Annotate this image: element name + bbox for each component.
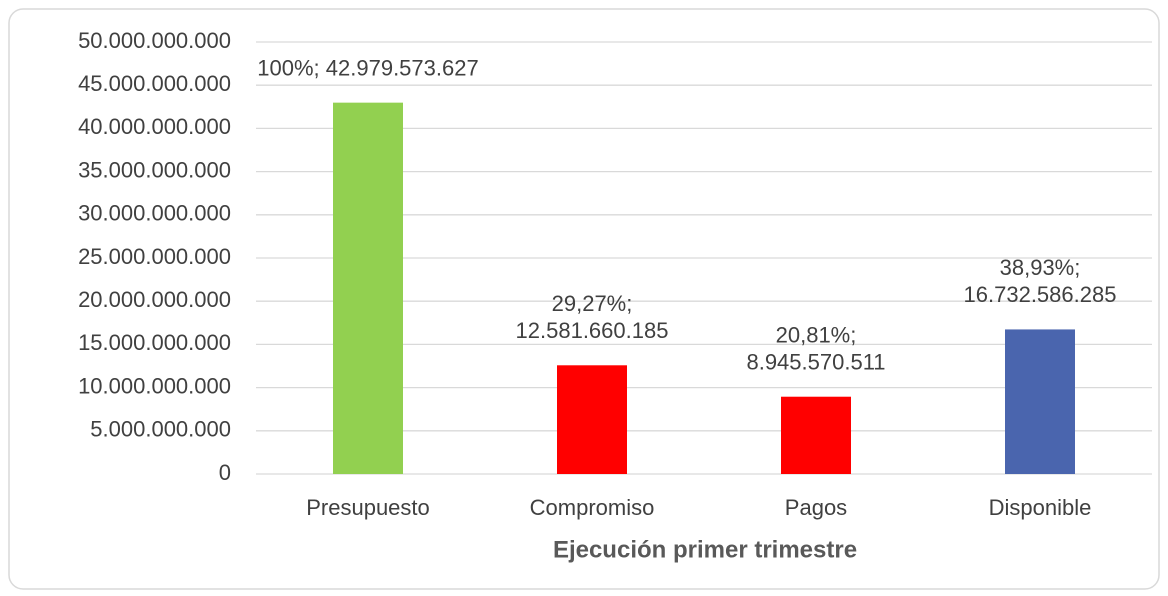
data-label: 12.581.660.185 [516, 318, 669, 343]
x-tick-label: Compromiso [530, 495, 655, 520]
y-tick-label: 10.000.000.000 [78, 373, 231, 398]
y-tick-label: 45.000.000.000 [78, 71, 231, 96]
bar [1005, 329, 1075, 474]
bar [333, 102, 403, 474]
y-tick-label: 50.000.000.000 [78, 28, 231, 53]
data-label: 29,27%; [552, 291, 633, 316]
y-tick-label: 0 [219, 460, 231, 485]
data-label: 38,93%; [1000, 255, 1081, 280]
x-tick-label: Pagos [785, 495, 847, 520]
y-tick-label: 15.000.000.000 [78, 330, 231, 355]
bar [557, 365, 627, 474]
bar [781, 396, 851, 474]
y-tick-label: 20.000.000.000 [78, 287, 231, 312]
y-tick-label: 30.000.000.000 [78, 201, 231, 226]
y-tick-label: 5.000.000.000 [90, 417, 231, 442]
data-label: 20,81%; [776, 323, 857, 348]
x-axis-title: Ejecución primer trimestre [553, 536, 857, 563]
y-tick-label: 35.000.000.000 [78, 157, 231, 182]
data-label: 16.732.586.285 [964, 282, 1117, 307]
chart-border [8, 8, 1160, 590]
y-tick-label: 40.000.000.000 [78, 114, 231, 139]
x-tick-label: Disponible [989, 495, 1092, 520]
data-label: 8.945.570.511 [746, 350, 885, 375]
data-label: 100%; 42.979.573.627 [257, 55, 478, 80]
x-tick-label: Presupuesto [306, 495, 430, 520]
y-tick-label: 25.000.000.000 [78, 244, 231, 269]
